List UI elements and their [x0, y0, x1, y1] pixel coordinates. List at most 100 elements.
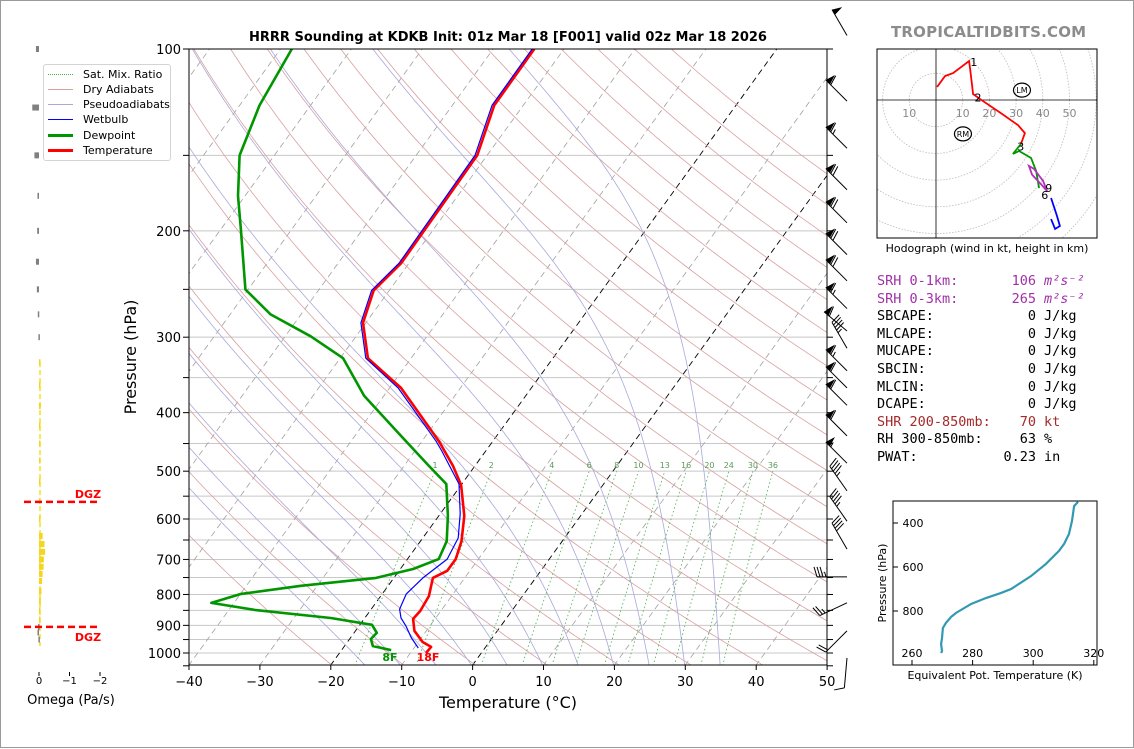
theta-e-frame — [893, 501, 1097, 665]
omega-bar — [37, 630, 39, 636]
mixing-ratio-line — [674, 471, 729, 666]
line-swatch — [48, 134, 73, 137]
stat-label: MLCIN: — [877, 379, 926, 395]
legend-item-dry-adiabats: Dry Adiabats — [48, 82, 154, 97]
line-swatch — [48, 104, 73, 105]
dotted-line-swatch — [48, 74, 73, 75]
stat-value: 0.23 — [1003, 449, 1036, 465]
temperature-tick-label: −40 — [175, 675, 202, 690]
omega-bar — [39, 588, 41, 594]
hodograph-ring-label: 40 — [1036, 107, 1050, 120]
wind-barb — [826, 282, 847, 308]
stat-unit: J/kg — [1044, 379, 1077, 395]
temperature-tick-label: 10 — [535, 675, 552, 690]
mixing-ratio-label: 2 — [489, 461, 494, 470]
omega-bar — [39, 403, 41, 409]
theta-e-line — [941, 502, 1078, 653]
stat-dcape: DCAPE: 0 J/kg — [877, 396, 1097, 414]
temperature-tick-label: −10 — [388, 675, 415, 690]
temperature-tick-label: 30 — [677, 675, 694, 690]
omega-bar — [39, 541, 44, 547]
stat-label: DCAPE: — [877, 396, 926, 412]
pressure-tick-label: 300 — [156, 331, 181, 346]
stat-label: SBCAPE: — [877, 308, 934, 324]
mixing-ratio-label: 36 — [768, 461, 778, 470]
stat-unit: J/kg — [1044, 361, 1077, 377]
mixing-ratio-line — [522, 471, 589, 666]
hodograph-height-label: 3 — [1017, 141, 1024, 154]
legend-label: Sat. Mix. Ratio — [83, 68, 162, 81]
barb-full — [832, 516, 839, 524]
pressure-tick-label: 400 — [156, 407, 181, 422]
omega-bar — [32, 105, 39, 111]
line-swatch — [48, 119, 73, 120]
pseudoadiabat-line — [373, 49, 685, 666]
omega-bar — [39, 607, 41, 613]
pressure-tick-label: 1000 — [148, 647, 181, 662]
omega-bar — [39, 564, 44, 570]
omega-tick-label: −2 — [93, 676, 108, 687]
hodograph-height-label: 2 — [975, 91, 982, 104]
chart-title: HRRR Sounding at KDKB Init: 01z Mar 18 [… — [249, 30, 767, 45]
omega-bar — [37, 193, 39, 199]
pressure-tick-label: 800 — [156, 588, 181, 603]
hodograph-frame — [877, 49, 1097, 238]
skewt-frame — [189, 49, 827, 665]
legend-label: Temperature — [83, 144, 153, 157]
temperature-tick-label: 20 — [606, 675, 623, 690]
legend: Sat. Mix. Ratio Dry Adiabats Pseudoadiab… — [43, 64, 171, 161]
barb-half — [838, 329, 842, 333]
stat-unit: m²s⁻² — [1044, 273, 1085, 289]
omega-tick-label: −1 — [62, 676, 77, 687]
wetbulb-line — [361, 49, 532, 648]
pressure-tick-label: 500 — [156, 465, 181, 480]
stat-value: 0 — [1028, 396, 1036, 412]
wind-barb — [832, 516, 847, 550]
barb-full — [835, 496, 841, 504]
mixing-ratio-label: 8 — [614, 461, 619, 470]
barb-full — [837, 523, 844, 531]
temperature-tick-label: 40 — [748, 675, 765, 690]
omega-bar — [36, 46, 39, 52]
stat-value: 0 — [1028, 308, 1036, 324]
legend-label: Pseudoadiabats — [83, 98, 170, 111]
omega-bar — [37, 228, 39, 234]
stat-unit: in — [1044, 449, 1060, 465]
mixing-ratio-label: 20 — [704, 461, 714, 470]
barb-shaft — [844, 658, 847, 688]
wind-barb — [826, 255, 847, 281]
legend-label: Dewpoint — [83, 129, 135, 142]
omega-bar — [39, 616, 41, 622]
barb-half — [833, 290, 835, 295]
line-swatch — [48, 149, 73, 152]
highlighted-isotherm-line — [472, 49, 919, 666]
legend-item-pseudoadiabats: Pseudoadiabats — [48, 97, 170, 112]
pressure-tick-label: 200 — [156, 225, 181, 240]
barb-half — [825, 572, 827, 577]
barb-full — [834, 518, 841, 526]
pressure-tick-label: 600 — [156, 513, 181, 528]
stat-unit: J/kg — [1044, 396, 1077, 412]
legend-label: Wetbulb — [83, 113, 128, 126]
barb-half — [837, 502, 840, 506]
stat-value: 0 — [1028, 343, 1036, 359]
pressure-tick-label: 100 — [156, 43, 181, 58]
hodograph-caption: Hodograph (wind in kt, height in km) — [886, 242, 1089, 255]
wind-barb — [826, 228, 847, 254]
stat-value: 106 — [1012, 273, 1036, 289]
hodograph-ring-label: 30 — [1009, 107, 1023, 120]
barb-shaft — [832, 10, 847, 36]
wind-barb — [832, 315, 847, 349]
wind-barb — [814, 567, 847, 577]
mixing-ratio-label: 13 — [660, 461, 670, 470]
temperature-tick-label: 0 — [468, 675, 476, 690]
line-swatch — [48, 89, 73, 90]
mixing-ratio-line — [701, 471, 753, 666]
omega-bar — [36, 259, 39, 265]
